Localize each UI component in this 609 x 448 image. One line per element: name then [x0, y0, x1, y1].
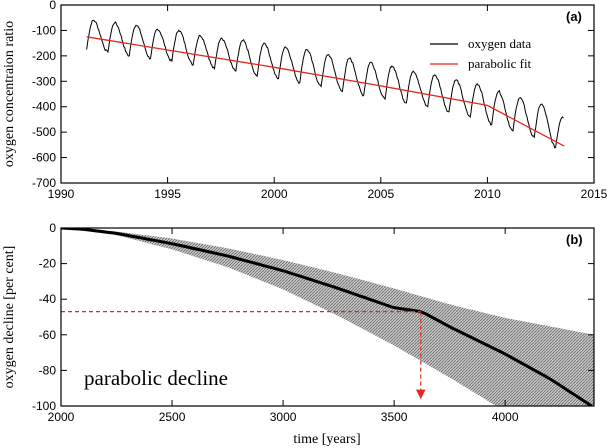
legend-oxygen-data-label: oxygen data [468, 36, 531, 51]
panel-b-label: (b) [566, 232, 583, 247]
panel-a-y-tick-label: -600 [32, 151, 56, 165]
panel-a-label: (a) [566, 9, 582, 24]
panel-b-y-tick-label: -40 [39, 292, 57, 306]
panel-a-y-axis: 0 -100 -200 -300 -400 -500 -600 -700 [32, 0, 594, 190]
panel-b-x-tick-label: 3500 [381, 410, 408, 424]
panel-b-y-tick-label: -80 [39, 363, 57, 377]
panel-b-x-axis: 2000 2500 3000 3500 4000 [48, 228, 519, 424]
oxygen-data-line [86, 19, 564, 149]
panel-b-x-tick-label: 2500 [159, 410, 186, 424]
parabolic-fit-line [86, 36, 565, 147]
panel-a-y-tick-label: -200 [32, 49, 56, 63]
panel-a-x-tick-label: 1995 [154, 187, 181, 201]
panel-b-frame [60, 227, 595, 407]
panel-b-y-axis: 0 -20 -40 -60 -80 -100 [32, 221, 594, 413]
panel-a-y-tick-label: -100 [32, 23, 56, 37]
panel-b-x-axis-title: time [years] [293, 432, 360, 447]
panel-b-y-tick-label: 0 [49, 221, 56, 235]
panel-b-x-tick-label: 2000 [48, 410, 75, 424]
panel-a-y-tick-label: 0 [49, 0, 56, 12]
panel-a-x-axis: 1990 1995 2000 2005 2010 2015 [48, 5, 608, 201]
panel-b-y-tick-label: -100 [32, 399, 56, 413]
panel-a-x-tick-label: 1990 [48, 187, 75, 201]
panel-a: 1990 1995 2000 2005 2010 2015 0 -100 -200 -300 -4… [2, 0, 608, 201]
panel-a-x-tick-label: 2015 [581, 187, 608, 201]
panel-a-y-tick-label: -700 [32, 176, 56, 190]
panel-b-y-tick-label: -20 [39, 257, 57, 271]
panel-a-x-tick-label: 2005 [367, 187, 394, 201]
panel-b-y-axis-title: oxygen decline [per cent] [2, 246, 17, 389]
panel-a-plot-area [86, 19, 565, 149]
panel-a-y-tick-label: -300 [32, 74, 56, 88]
panel-a-x-tick-label: 2000 [261, 187, 288, 201]
uncertainty-band [61, 228, 594, 406]
legend-parabolic-fit-label: parabolic fit [468, 56, 532, 71]
panel-b: 2000 2500 3000 3500 4000 0 -20 -40 -60 -80 -100 o… [2, 221, 595, 447]
central-projection-line [61, 228, 593, 406]
parabolic-decline-annotation: parabolic decline [84, 366, 228, 390]
panel-a-y-tick-label: -500 [32, 125, 56, 139]
panel-b-x-tick-label: 3000 [270, 410, 297, 424]
panel-a-y-tick-label: -400 [32, 100, 56, 114]
panel-b-x-tick-label: 4000 [492, 410, 519, 424]
panel-a-frame [60, 4, 595, 184]
panel-b-plot-area [61, 228, 594, 406]
panel-b-y-tick-label: -60 [39, 328, 57, 342]
legend: oxygen data parabolic fit [430, 36, 532, 71]
panel-a-y-axis-title: oxygen concentraion ratio [2, 21, 17, 167]
panel-a-x-tick-label: 2010 [474, 187, 501, 201]
